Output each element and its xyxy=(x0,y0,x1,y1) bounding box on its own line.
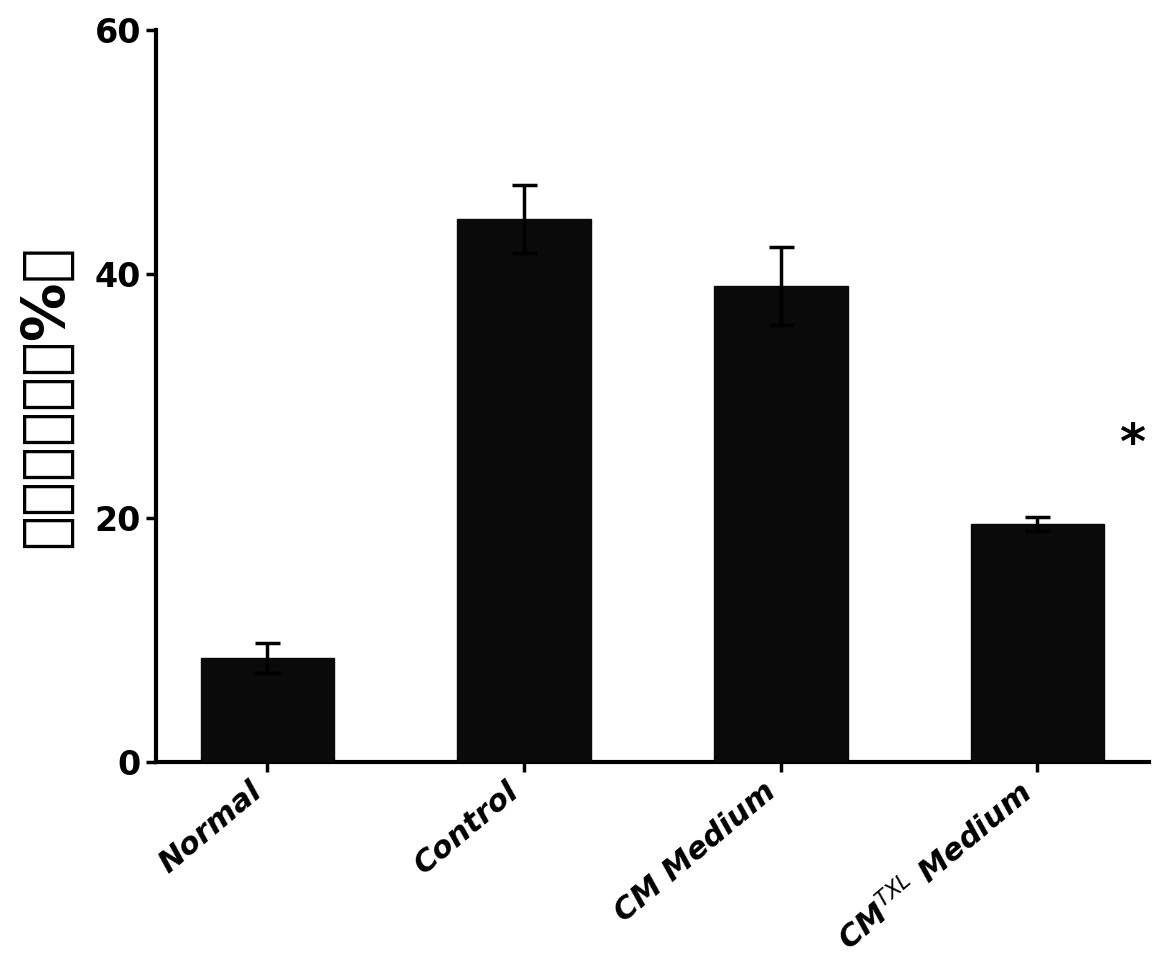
Text: *: * xyxy=(1119,421,1145,469)
Bar xyxy=(457,219,591,762)
Y-axis label: 细胞凋亡率（%）: 细胞凋亡率（%） xyxy=(16,244,73,548)
Bar xyxy=(714,286,848,762)
Bar xyxy=(201,658,335,762)
Bar xyxy=(971,523,1104,762)
